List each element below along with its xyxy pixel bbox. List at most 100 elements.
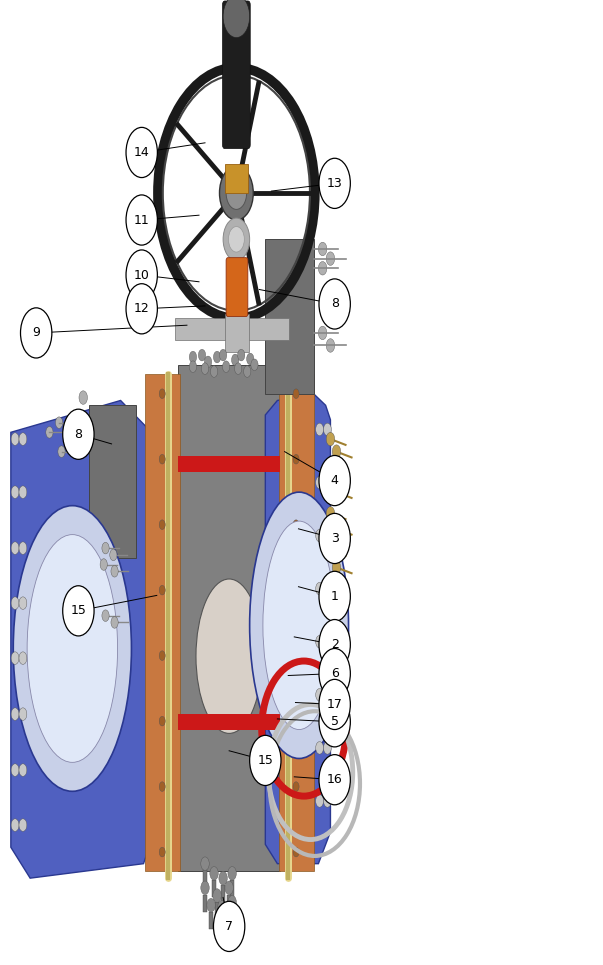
Text: 5: 5 <box>330 715 339 729</box>
Circle shape <box>126 284 157 334</box>
Bar <box>279 374 314 871</box>
Circle shape <box>293 782 299 791</box>
Ellipse shape <box>250 492 349 758</box>
Bar <box>145 374 180 871</box>
Circle shape <box>293 455 299 464</box>
Circle shape <box>159 455 165 464</box>
Circle shape <box>323 583 332 594</box>
Circle shape <box>293 650 299 660</box>
Circle shape <box>316 689 324 701</box>
Circle shape <box>223 218 250 261</box>
Text: 1: 1 <box>330 590 339 603</box>
Circle shape <box>55 417 63 428</box>
Bar <box>178 714 280 722</box>
Text: 8: 8 <box>74 427 83 441</box>
Circle shape <box>319 279 350 329</box>
Circle shape <box>213 901 245 951</box>
Text: 7: 7 <box>225 920 233 933</box>
Circle shape <box>316 583 324 594</box>
Ellipse shape <box>196 579 262 733</box>
Circle shape <box>11 818 19 832</box>
Circle shape <box>111 565 118 577</box>
Text: 11: 11 <box>134 213 150 227</box>
Circle shape <box>319 571 350 621</box>
Circle shape <box>316 424 324 436</box>
Bar <box>220 914 224 931</box>
Circle shape <box>247 353 254 365</box>
Text: 16: 16 <box>327 773 343 786</box>
Circle shape <box>226 177 247 209</box>
Text: 15: 15 <box>257 754 273 767</box>
Circle shape <box>318 242 327 256</box>
Circle shape <box>213 351 221 363</box>
Circle shape <box>11 542 19 554</box>
Circle shape <box>316 529 324 542</box>
Circle shape <box>126 195 157 245</box>
Circle shape <box>293 389 299 399</box>
Text: 15: 15 <box>71 604 86 618</box>
Text: 13: 13 <box>327 177 343 190</box>
Circle shape <box>319 648 350 699</box>
Bar <box>230 880 234 897</box>
Circle shape <box>100 559 107 570</box>
Circle shape <box>318 262 327 275</box>
Circle shape <box>159 847 165 857</box>
Circle shape <box>102 542 109 554</box>
Text: 3: 3 <box>330 532 339 545</box>
Circle shape <box>244 366 251 377</box>
Circle shape <box>238 349 245 361</box>
Circle shape <box>79 391 87 404</box>
Text: 4: 4 <box>330 474 339 487</box>
FancyBboxPatch shape <box>226 258 248 317</box>
Circle shape <box>213 889 221 902</box>
Circle shape <box>201 881 209 895</box>
Circle shape <box>159 782 165 791</box>
Circle shape <box>201 363 209 374</box>
Ellipse shape <box>27 535 118 762</box>
Ellipse shape <box>263 521 335 730</box>
Circle shape <box>189 361 197 372</box>
Circle shape <box>159 586 165 595</box>
Circle shape <box>219 871 227 885</box>
Text: 14: 14 <box>134 146 150 159</box>
Circle shape <box>319 679 350 730</box>
Circle shape <box>326 507 335 520</box>
Bar <box>265 239 314 394</box>
Circle shape <box>11 432 19 446</box>
Circle shape <box>201 857 209 870</box>
Circle shape <box>326 543 335 557</box>
Circle shape <box>323 742 332 755</box>
Text: 12: 12 <box>134 302 150 316</box>
Text: 6: 6 <box>330 667 339 680</box>
Circle shape <box>316 476 324 488</box>
Circle shape <box>326 582 335 595</box>
Circle shape <box>251 359 258 371</box>
Circle shape <box>102 610 109 621</box>
Circle shape <box>63 586 94 636</box>
FancyBboxPatch shape <box>225 164 248 193</box>
Circle shape <box>189 351 197 363</box>
Circle shape <box>323 529 332 542</box>
Circle shape <box>225 881 233 895</box>
Circle shape <box>223 361 230 372</box>
Circle shape <box>323 636 332 648</box>
Circle shape <box>293 520 299 530</box>
Circle shape <box>126 127 157 178</box>
Circle shape <box>332 485 341 499</box>
Text: 10: 10 <box>134 268 150 282</box>
Bar <box>225 314 249 352</box>
Circle shape <box>319 620 350 670</box>
Bar <box>209 912 213 929</box>
Bar <box>178 456 280 464</box>
Circle shape <box>326 432 335 446</box>
Circle shape <box>319 697 350 747</box>
Circle shape <box>235 363 242 374</box>
Circle shape <box>323 476 332 488</box>
Text: 9: 9 <box>32 326 40 340</box>
Circle shape <box>319 513 350 564</box>
Circle shape <box>207 898 215 912</box>
Circle shape <box>323 424 332 436</box>
Circle shape <box>19 486 27 498</box>
Polygon shape <box>11 400 156 878</box>
Bar <box>212 880 216 897</box>
